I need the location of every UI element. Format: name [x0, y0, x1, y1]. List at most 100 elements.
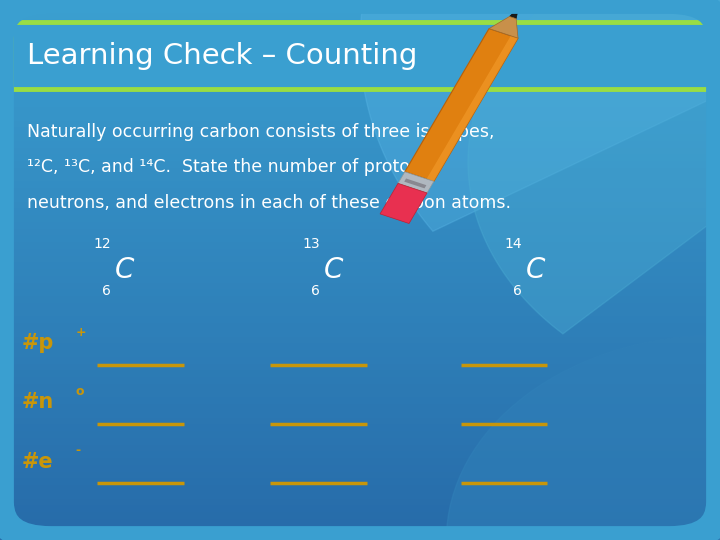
- Text: +: +: [76, 326, 86, 339]
- Bar: [0, 405, 720, 411]
- Bar: [0, 486, 720, 492]
- Text: Naturally occurring carbon consists of three isotopes,: Naturally occurring carbon consists of t…: [27, 123, 495, 141]
- Circle shape: [446, 335, 720, 540]
- Bar: [0, 438, 720, 445]
- Polygon shape: [398, 172, 434, 193]
- Bar: [0, 81, 720, 87]
- Bar: [0, 276, 720, 284]
- Bar: [0, 351, 720, 357]
- Bar: [0, 284, 720, 291]
- Bar: [0, 209, 720, 216]
- Bar: [0, 74, 720, 81]
- Bar: [0, 378, 720, 384]
- Bar: [0, 446, 720, 453]
- Text: 6: 6: [513, 284, 521, 298]
- Bar: [0, 135, 720, 141]
- Text: #n: #n: [22, 392, 54, 413]
- Bar: [0, 270, 720, 276]
- Bar: [0, 122, 720, 128]
- Text: neutrons, and electrons in each of these carbon atoms.: neutrons, and electrons in each of these…: [27, 193, 511, 212]
- Bar: [0, 176, 720, 183]
- Bar: [0, 54, 720, 60]
- Bar: [0, 392, 720, 399]
- Text: Learning Check – Counting: Learning Check – Counting: [27, 42, 418, 70]
- Bar: [0, 162, 720, 168]
- Bar: [0, 27, 720, 33]
- Bar: [0, 33, 720, 40]
- Bar: [0, 222, 720, 230]
- Bar: [0, 310, 720, 317]
- Bar: [0, 47, 720, 54]
- Bar: [0, 189, 720, 195]
- Bar: [0, 426, 720, 432]
- Bar: [0, 317, 720, 324]
- Polygon shape: [489, 17, 518, 38]
- Bar: [0, 507, 720, 513]
- Bar: [0, 141, 720, 149]
- Text: #p: #p: [22, 333, 54, 353]
- Bar: [0, 156, 720, 162]
- Bar: [0, 418, 720, 426]
- Bar: [0, 452, 720, 459]
- Text: 14: 14: [504, 237, 521, 251]
- Bar: [0, 87, 720, 94]
- Bar: [0, 513, 720, 519]
- Bar: [0, 297, 720, 303]
- Bar: [0, 493, 720, 500]
- Bar: [0, 303, 720, 310]
- Bar: [0, 534, 720, 540]
- Bar: [0, 358, 720, 365]
- Bar: [0, 263, 720, 270]
- Text: ¹²C, ¹³C, and ¹⁴C.  State the number of protons,: ¹²C, ¹³C, and ¹⁴C. State the number of p…: [27, 158, 436, 177]
- Bar: [0, 472, 720, 480]
- Bar: [0, 372, 720, 378]
- Polygon shape: [360, 0, 720, 231]
- Bar: [0, 202, 720, 209]
- Bar: [0, 384, 720, 391]
- Bar: [0, 399, 720, 405]
- Bar: [0, 0, 720, 6]
- Polygon shape: [380, 184, 427, 224]
- Polygon shape: [468, 0, 720, 334]
- Text: o: o: [76, 385, 84, 398]
- Text: -: -: [76, 444, 81, 457]
- Text: 12: 12: [94, 237, 111, 251]
- Bar: [0, 115, 720, 122]
- Bar: [0, 459, 720, 465]
- Bar: [0, 432, 720, 438]
- Bar: [0, 480, 720, 486]
- Text: 6: 6: [311, 284, 320, 298]
- Bar: [0, 168, 720, 176]
- Bar: [0, 94, 720, 102]
- Bar: [0, 411, 720, 418]
- Bar: [0, 60, 720, 68]
- Polygon shape: [404, 179, 426, 188]
- Bar: [0, 14, 720, 20]
- Text: 🔈: 🔈: [702, 517, 709, 530]
- FancyBboxPatch shape: [11, 22, 709, 89]
- Bar: [0, 230, 720, 237]
- Bar: [0, 324, 720, 330]
- Bar: [0, 216, 720, 222]
- Bar: [0, 183, 720, 189]
- Text: 13: 13: [302, 237, 320, 251]
- Polygon shape: [510, 8, 518, 19]
- Bar: [0, 148, 720, 156]
- Text: 6: 6: [102, 284, 111, 298]
- Bar: [0, 195, 720, 202]
- Bar: [0, 6, 720, 14]
- Bar: [0, 364, 720, 372]
- Polygon shape: [405, 29, 518, 181]
- Text: C: C: [115, 256, 135, 284]
- Bar: [0, 519, 720, 526]
- Bar: [0, 500, 720, 507]
- Bar: [0, 256, 720, 263]
- Text: C: C: [324, 256, 343, 284]
- Bar: [0, 526, 720, 534]
- Bar: [0, 291, 720, 297]
- Bar: [0, 237, 720, 243]
- Bar: [0, 243, 720, 249]
- Bar: [0, 20, 720, 27]
- Bar: [0, 345, 720, 351]
- Bar: [0, 68, 720, 74]
